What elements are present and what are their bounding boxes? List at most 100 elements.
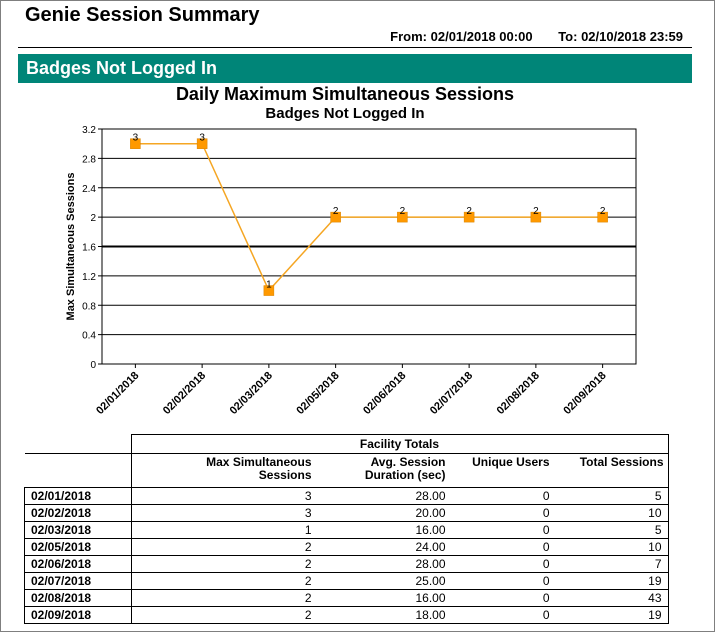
col-header-avg-duration: Avg. Session Duration (sec) [315, 453, 450, 488]
cell-total-sessions: 10 [553, 504, 669, 522]
x-tick-label: 02/07/2018 [428, 370, 475, 417]
cell-avg-duration: 24.00 [315, 538, 450, 556]
cell-avg-duration: 16.00 [315, 589, 450, 607]
data-point [196, 138, 208, 149]
row-date: 02/08/2018 [24, 589, 132, 607]
cell-total-sessions: 5 [553, 487, 669, 505]
cell-avg-duration: 16.00 [315, 521, 450, 539]
x-tick-label: 02/08/2018 [495, 370, 542, 417]
cell-max-sessions: 3 [130, 504, 316, 522]
col-header-max-sessions: Max Simultaneous Sessions [130, 453, 316, 488]
row-date: 02/05/2018 [24, 538, 132, 556]
col-header-line1: Unique Users [472, 455, 550, 469]
data-label: 2 [400, 206, 406, 217]
data-label: 2 [466, 206, 472, 217]
x-tick-label: 02/03/2018 [228, 370, 275, 417]
data-label: 3 [133, 133, 139, 144]
chart-subtitle: Badges Not Logged In [265, 105, 425, 122]
y-tick-label: 1.2 [82, 272, 96, 283]
to-label: To: [558, 29, 578, 44]
y-tick-label: 2.8 [82, 154, 96, 165]
cell-unique-users: 0 [449, 572, 554, 590]
cell-max-sessions: 2 [130, 538, 316, 556]
cell-avg-duration: 20.00 [315, 504, 450, 522]
data-point [463, 211, 475, 223]
row-date: 02/06/2018 [24, 555, 132, 573]
data-point [330, 211, 341, 223]
x-tick-label: 02/02/2018 [161, 370, 208, 417]
cell-max-sessions: 2 [130, 572, 316, 590]
row-date: 02/09/2018 [24, 606, 132, 624]
from-label: From: [390, 29, 427, 44]
x-tick-label: 02/09/2018 [561, 370, 608, 417]
cell-total-sessions: 19 [553, 572, 669, 590]
data-label: 1 [266, 280, 272, 291]
date-range: From: 02/01/2018 00:00 To: 02/10/2018 23… [390, 29, 683, 44]
cell-max-sessions: 2 [130, 555, 316, 573]
col-header-line2: Duration (sec) [364, 468, 446, 482]
data-label: 2 [333, 206, 339, 217]
cell-total-sessions: 43 [553, 589, 669, 607]
data-point [397, 211, 408, 223]
col-header-line1: Avg. Session [370, 455, 446, 469]
row-date: 02/07/2018 [24, 572, 132, 590]
y-tick-label: 0.4 [82, 331, 96, 342]
data-label: 2 [533, 206, 539, 217]
table-corner-lower [24, 453, 132, 488]
y-axis-label: Max Simultaneous Sessions [65, 173, 77, 321]
x-tick-label: 02/01/2018 [94, 370, 141, 417]
x-tick-label: 02/05/2018 [294, 370, 341, 417]
col-header-line1: Total Sessions [579, 455, 664, 469]
cell-unique-users: 0 [449, 487, 554, 505]
table-row: 02/03/2018 1 16.00 0 5 [24, 521, 669, 539]
cell-unique-users: 0 [449, 589, 554, 607]
chart-title: Daily Maximum Simultaneous Sessions [175, 84, 515, 104]
report-title: Genie Session Summary [25, 4, 260, 26]
col-header-total-sessions: Total Sessions [553, 453, 669, 488]
data-label: 2 [600, 206, 606, 217]
data-point [263, 285, 275, 296]
cell-unique-users: 0 [449, 538, 554, 556]
cell-avg-duration: 25.00 [315, 572, 450, 590]
table-row: 02/01/2018 3 28.00 0 5 [24, 487, 669, 505]
y-tick-label: 3.2 [82, 125, 96, 136]
data-point [530, 211, 542, 223]
table-row: 02/06/2018 2 28.00 0 7 [24, 555, 669, 573]
data-label: 3 [199, 133, 205, 144]
row-date: 02/01/2018 [24, 487, 132, 505]
from-value: 02/01/2018 00:00 [430, 29, 533, 44]
cell-avg-duration: 28.00 [315, 555, 450, 573]
series-line [135, 142, 603, 292]
y-tick-label: 0.8 [82, 301, 96, 312]
table-body: 02/01/2018 3 28.00 0 5 02/02/2018 3 20.00 0 10 02/… [24, 487, 669, 624]
cell-unique-users: 0 [449, 521, 554, 539]
table-corner [24, 434, 132, 454]
y-tick-label: 2 [90, 213, 96, 224]
cell-max-sessions: 1 [130, 521, 316, 539]
cell-unique-users: 0 [449, 606, 554, 624]
y-tick-label: 1.6 [82, 243, 96, 254]
row-date: 02/03/2018 [24, 521, 132, 539]
col-header-line2: Sessions [258, 468, 312, 482]
cell-total-sessions: 10 [553, 538, 669, 556]
y-tick-label: 2.4 [82, 184, 96, 195]
col-header-unique-users: Unique Users [449, 453, 554, 488]
row-date: 02/02/2018 [24, 504, 132, 522]
data-point [130, 138, 141, 149]
data-point [597, 211, 608, 223]
cell-total-sessions: 5 [553, 521, 669, 539]
table-row: 02/09/2018 2 18.00 0 19 [24, 606, 669, 624]
y-tick-label: 0 [90, 360, 96, 371]
table-row: 02/02/2018 3 20.00 0 10 [24, 504, 669, 522]
table-row: 02/05/2018 2 24.00 0 10 [24, 538, 669, 556]
table-row: 02/07/2018 2 25.00 0 19 [24, 572, 669, 590]
cell-max-sessions: 3 [130, 487, 316, 505]
section-header: Badges Not Logged In [18, 54, 692, 83]
cell-max-sessions: 2 [130, 589, 316, 607]
line-chart: 0 0.4 0.8 1.2 1.6 2 2.4 2.8 3.2 02/01/2018 02/02/2… [65, 125, 637, 417]
header-divider [18, 47, 692, 48]
col-header-line1: Max Simultaneous [206, 455, 312, 469]
cell-avg-duration: 18.00 [315, 606, 450, 624]
facility-totals-table: Facility Totals Max Simultaneous Session… [24, 434, 669, 624]
to-value: 02/10/2018 23:59 [581, 29, 683, 44]
